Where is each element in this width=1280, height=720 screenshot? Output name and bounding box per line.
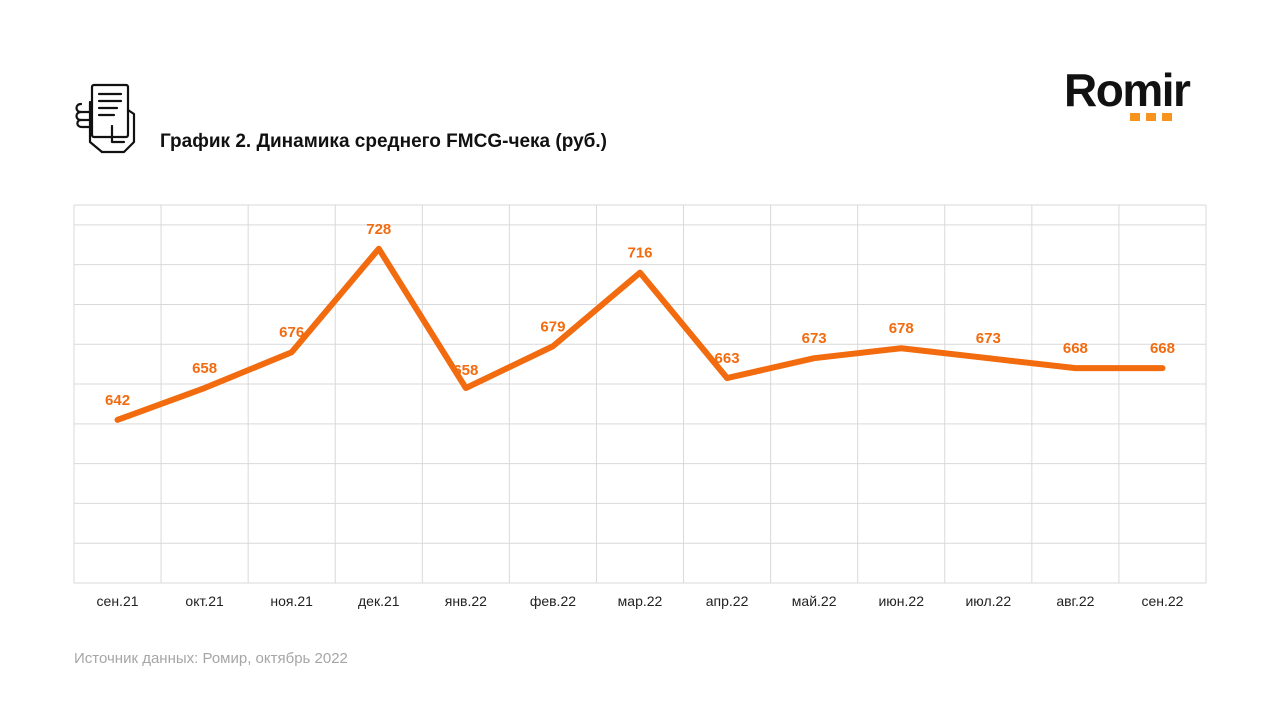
- chart-grid: [73, 204, 1207, 584]
- x-tick-label: сен.21: [97, 593, 139, 609]
- chart-title: График 2. Динамика среднего FMCG-чека (р…: [160, 131, 607, 152]
- x-tick-label: ноя.21: [270, 593, 313, 609]
- data-label: 658: [453, 362, 478, 379]
- x-tick-label: июн.22: [878, 593, 924, 609]
- logo-dot: [1146, 113, 1156, 121]
- x-tick-label: янв.22: [445, 593, 487, 609]
- x-tick-label: май.22: [792, 593, 837, 609]
- logo-dot: [1130, 113, 1140, 121]
- x-axis-labels: сен.21 окт.21 ноя.21 дек.21 янв.22 фев.22 мар.…: [97, 593, 1184, 609]
- data-label: 716: [627, 245, 652, 262]
- data-label: 673: [976, 330, 1001, 347]
- x-tick-label: дек.21: [358, 593, 400, 609]
- data-label: 728: [366, 221, 391, 238]
- x-tick-label: сен.22: [1141, 593, 1183, 609]
- logo-dot: [1162, 113, 1172, 121]
- receipt-hand-icon: [75, 83, 136, 154]
- data-label: 676: [279, 324, 304, 341]
- data-label: 658: [192, 360, 217, 377]
- data-label: 668: [1150, 340, 1175, 357]
- logo-text: Romir: [1064, 64, 1191, 116]
- source-note: Источник данных: Ромир, октябрь 2022: [74, 650, 348, 667]
- x-tick-label: июл.22: [965, 593, 1011, 609]
- x-tick-label: окт.21: [185, 593, 224, 609]
- x-tick-label: фев.22: [530, 593, 576, 609]
- data-label: 663: [715, 350, 740, 367]
- x-tick-label: мар.22: [618, 593, 663, 609]
- data-label: 673: [802, 330, 827, 347]
- x-tick-label: авг.22: [1056, 593, 1094, 609]
- data-label: 679: [540, 318, 565, 335]
- data-label: 678: [889, 320, 914, 337]
- series-line: [114, 245, 1166, 423]
- data-label: 642: [105, 392, 130, 409]
- data-labels: 642 658 676 728 658 679 716 663 673 678 673 668 668: [105, 221, 1175, 409]
- romir-logo: Romir: [1064, 62, 1214, 126]
- x-tick-label: апр.22: [706, 593, 749, 609]
- data-label: 668: [1063, 340, 1088, 357]
- series-line-group: [114, 245, 1166, 423]
- logo-dots: [1130, 113, 1172, 121]
